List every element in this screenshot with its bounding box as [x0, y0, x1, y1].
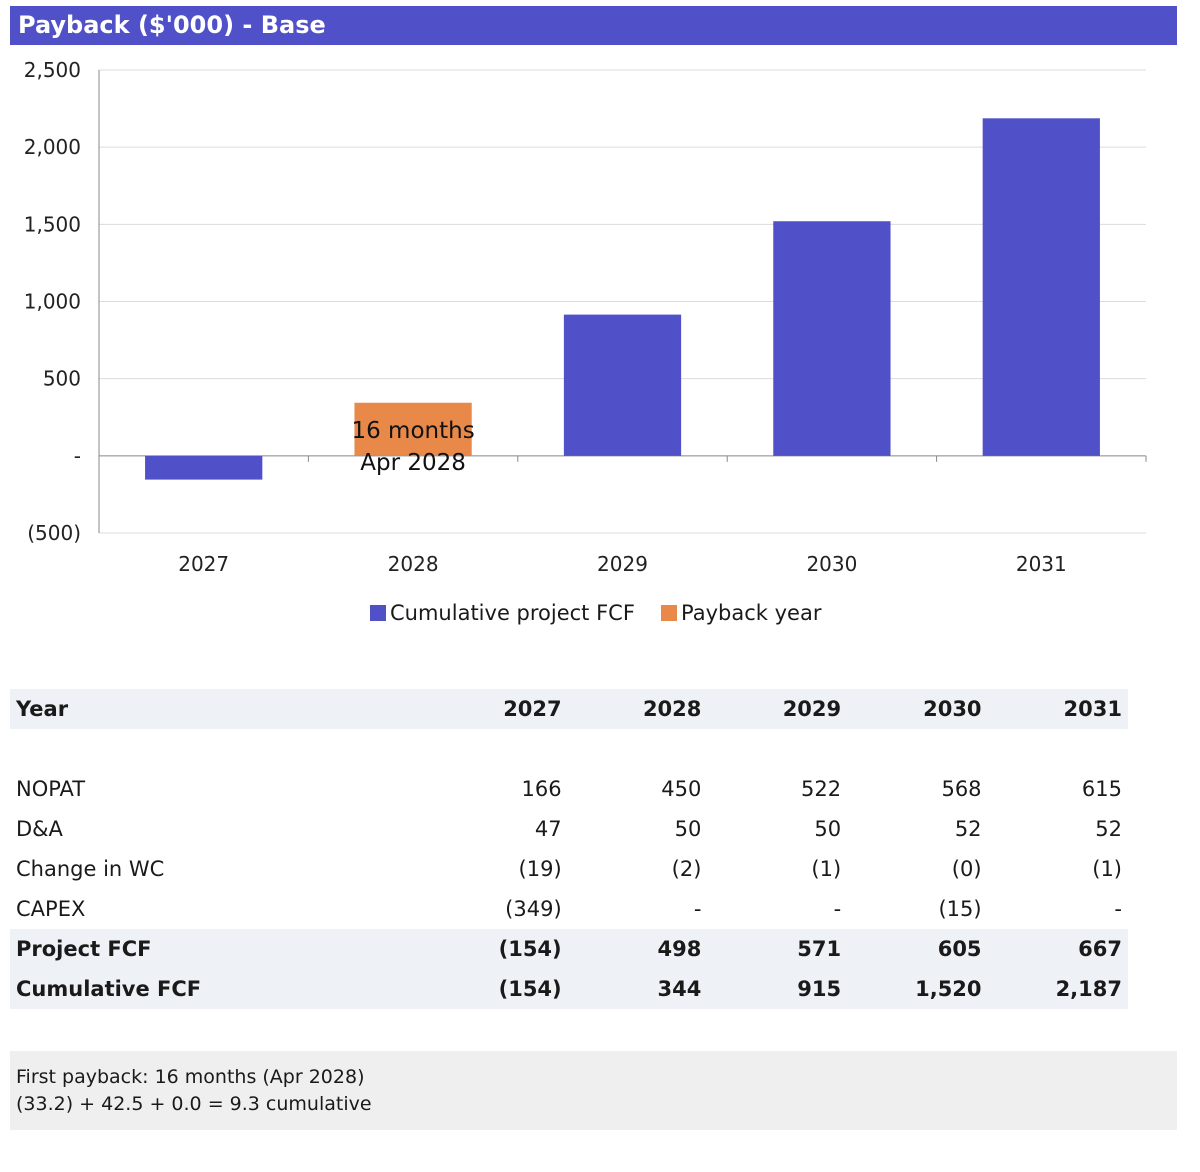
title-bar: Payback ($'000) - Base: [10, 6, 1177, 45]
table-spacer: [10, 729, 1128, 769]
row-label: Project FCF: [10, 929, 428, 969]
table-cell: 615: [1081, 777, 1122, 801]
bar-2028: [354, 402, 472, 456]
table-cell: -: [1114, 897, 1122, 921]
header-col: 2031: [987, 689, 1128, 729]
table-cell: 667: [987, 929, 1128, 969]
x-tick-label: 2028: [388, 552, 439, 576]
payback-annotation: Apr 2028: [360, 450, 466, 476]
legend-swatch-payback: [661, 605, 677, 621]
table-cell: 522: [801, 777, 842, 801]
row-label: D&A: [16, 817, 63, 841]
bar-2027: [145, 455, 263, 480]
x-tick-label: 2031: [1016, 552, 1067, 576]
legend-label-payback: Payback year: [681, 601, 822, 625]
row-label: Change in WC: [16, 857, 165, 881]
table-cell: 568: [941, 777, 982, 801]
x-tick-label: 2027: [178, 552, 229, 576]
bar-2029: [563, 314, 682, 456]
x-tick-label: 2029: [597, 552, 648, 576]
table-cell: (154): [427, 929, 568, 969]
table-cell: -: [833, 897, 842, 921]
payback-chart: 2,500 2,000 1,500 1,000 500 - (500) 2027 2028 202…: [24, 58, 1147, 576]
y-tick-label: 2,500: [24, 58, 81, 82]
fcf-table: Year 2027 2028 2029 2030 2031 NOPAT 166 …: [10, 689, 1128, 1009]
table-row: NOPAT 166 450 522 568 615: [10, 769, 1128, 809]
header-col: 2029: [707, 689, 848, 729]
table-cell: (0): [951, 857, 982, 881]
table-cell: (15): [938, 897, 982, 921]
table-cell: 50: [674, 817, 702, 841]
header-col: 2028: [567, 689, 708, 729]
legend-swatch-cumulative: [370, 605, 386, 621]
table-row: Change in WC (19) (2) (1) (0) (1): [10, 849, 1128, 889]
table-cell: 450: [661, 777, 702, 801]
table-cell: 915: [707, 969, 848, 1009]
x-tick-label: 2030: [806, 552, 857, 576]
row-label: NOPAT: [16, 777, 86, 801]
table-cell: 166: [521, 777, 562, 801]
table-row-total: Cumulative FCF (154) 344 915 1,520 2,187: [10, 969, 1128, 1009]
table-cell: (154): [427, 969, 568, 1009]
y-tick-label: (500): [27, 521, 81, 545]
table-row: CAPEX (349) - - (15) -: [10, 889, 1128, 929]
table-cell: (1): [811, 857, 842, 881]
legend-item-payback: Payback year: [661, 600, 821, 626]
table-cell: 52: [954, 817, 982, 841]
header-col: 2030: [847, 689, 988, 729]
table-row: D&A 47 50 50 52 52: [10, 809, 1128, 849]
table-header-row: Year 2027 2028 2029 2030 2031: [10, 689, 1128, 729]
bar-2030: [773, 221, 891, 456]
table-cell: 605: [847, 929, 988, 969]
table-cell: 50: [814, 817, 842, 841]
legend-item-cumulative: Cumulative project FCF: [370, 600, 635, 626]
table-cell: 2,187: [987, 969, 1128, 1009]
payback-annotation: 16 months: [351, 418, 474, 444]
table-cell: (2): [671, 857, 702, 881]
legend-label-cumulative: Cumulative project FCF: [390, 601, 635, 625]
bar-2031: [982, 118, 1100, 456]
table-cell: (1): [1092, 857, 1122, 881]
y-tick-label: 500: [43, 367, 81, 391]
header-col: 2027: [427, 689, 568, 729]
header-year: Year: [10, 689, 428, 729]
y-tick-label: -: [74, 444, 81, 468]
table-cell: 1,520: [847, 969, 988, 1009]
table-row-total: Project FCF (154) 498 571 605 667: [10, 929, 1128, 969]
y-tick-label: 2,000: [24, 135, 81, 159]
table-cell: 47: [534, 817, 562, 841]
table-cell: 571: [707, 929, 848, 969]
chart-title: Payback ($'000) - Base: [18, 11, 326, 39]
table-cell: -: [693, 897, 702, 921]
table-cell: (349): [505, 897, 562, 921]
y-tick-label: 1,000: [24, 290, 81, 314]
table-cell: 498: [567, 929, 708, 969]
note-line-2: (33.2) + 42.5 + 0.0 = 9.3 cumulative: [16, 1093, 372, 1115]
note-line-1: First payback: 16 months (Apr 2028): [16, 1066, 365, 1088]
table-cell: (19): [518, 857, 562, 881]
table-cell: 52: [1095, 817, 1122, 841]
payback-note: First payback: 16 months (Apr 2028) (33.…: [10, 1051, 1177, 1130]
row-label: Cumulative FCF: [10, 969, 428, 1009]
y-tick-label: 1,500: [24, 212, 81, 236]
table-cell: 344: [567, 969, 708, 1009]
row-label: CAPEX: [16, 897, 86, 921]
chart-legend: Cumulative project FCF Payback year: [0, 600, 1200, 630]
